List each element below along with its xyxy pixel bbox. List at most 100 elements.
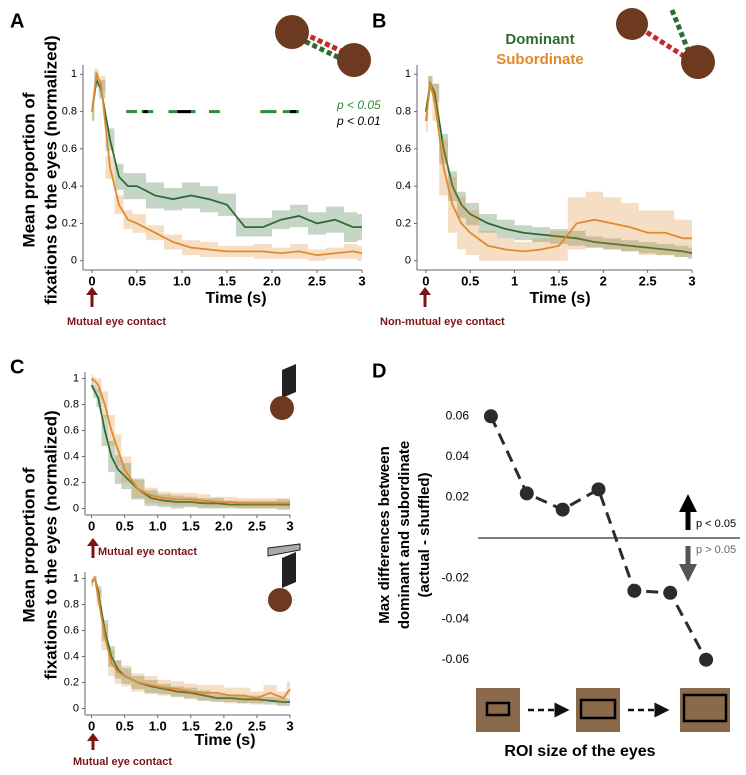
error-band — [425, 109, 429, 133]
error-band — [121, 456, 132, 483]
y-tick-label: 1 — [405, 68, 411, 80]
annotation: Non-mutual eye contact — [380, 316, 505, 328]
annotation: Mutual eye contact — [98, 546, 197, 558]
y-tick-label: 1 — [73, 572, 79, 584]
annotation: Mutual eye contact — [67, 316, 166, 328]
y-axis-label: Mean proportion of — [19, 467, 38, 622]
x-tick-label: 0 — [88, 273, 95, 288]
y-tick-label: 0.2 — [396, 217, 411, 229]
legend-entry: Dominant — [505, 31, 574, 48]
y-tick-label: 0.2 — [62, 217, 77, 229]
icon-c2 — [267, 543, 301, 612]
y-tick-label: 0.02 — [446, 490, 470, 504]
series-line — [90, 576, 291, 700]
data-point — [699, 652, 714, 667]
up-arrowhead — [679, 494, 697, 512]
y-axis-label: Max differences between — [376, 446, 393, 624]
error-band — [432, 83, 440, 103]
x-tick-label: 1 — [511, 273, 518, 288]
annotation-arrowhead — [419, 287, 431, 295]
y-tick-label: -0.04 — [442, 611, 470, 625]
icon-c1 — [270, 364, 296, 420]
y-tick-label: 0.2 — [64, 476, 79, 488]
series-line — [91, 377, 290, 505]
y-tick-label: 0.4 — [64, 450, 79, 462]
series-line — [91, 76, 362, 229]
icon-a — [275, 15, 371, 77]
x-tick-label: 2.5 — [248, 518, 266, 533]
error-band — [98, 76, 106, 92]
x-tick-label: 1.0 — [149, 518, 167, 533]
y-tick-label: 0 — [71, 255, 77, 267]
y-tick-label: 0.8 — [396, 105, 411, 117]
x-tick-label: 3 — [286, 518, 293, 533]
y-tick-label: 0.2 — [64, 676, 79, 688]
x-tick-label: 0.5 — [461, 273, 479, 288]
annotation: Mutual eye contact — [73, 756, 172, 768]
x-tick-label: 0.5 — [128, 273, 146, 288]
series-line — [90, 384, 290, 506]
annotation-arrowhead — [86, 287, 98, 295]
x-tick-label: 1.5 — [218, 273, 236, 288]
y-axis-label: (actual - shuffled) — [416, 472, 433, 597]
x-axis-label: ROI size of the eyes — [504, 743, 655, 760]
error-band — [465, 202, 480, 226]
annotation: p > 0.05 — [696, 544, 736, 556]
panel-label: C — [10, 356, 24, 378]
y-tick-label: 0 — [73, 702, 79, 714]
error-band — [132, 214, 146, 233]
legend-entry: Subordinate — [496, 51, 584, 68]
series-line — [90, 576, 290, 703]
data-point — [483, 409, 498, 424]
x-tick-label: 1.5 — [182, 518, 200, 533]
error-band — [92, 102, 95, 121]
x-tick-label: 2.0 — [215, 518, 233, 533]
panel-label: D — [372, 360, 386, 382]
data-point — [627, 583, 642, 598]
y-tick-label: 0.4 — [64, 650, 79, 662]
data-point — [519, 486, 534, 501]
series-line — [91, 71, 363, 257]
annotation: p < 0.05 — [696, 518, 736, 530]
y-tick-label: -0.02 — [442, 571, 470, 585]
error-band — [132, 173, 146, 200]
data-point — [555, 502, 570, 517]
error-band — [121, 463, 132, 489]
error-band — [432, 83, 440, 121]
x-tick-label: 2 — [600, 273, 607, 288]
y-axis-label: dominant and subordinate — [396, 441, 413, 629]
down-arrowhead — [679, 564, 697, 582]
annotation-arrowhead — [87, 733, 99, 741]
annotation-arrowhead — [87, 538, 99, 546]
error-band — [465, 210, 480, 256]
y-tick-label: 0.6 — [62, 143, 77, 155]
y-tick-label: 0.4 — [396, 180, 411, 192]
y-tick-label: 0.04 — [446, 449, 470, 463]
y-tick-label: 0.6 — [396, 143, 411, 155]
y-tick-label: 0.6 — [64, 424, 79, 436]
x-axis-label: Time (s) — [194, 732, 255, 749]
roi-images — [476, 688, 730, 732]
y-tick-label: 0.4 — [62, 180, 77, 192]
data-point — [663, 585, 678, 600]
y-tick-label: 0.8 — [64, 398, 79, 410]
x-tick-label: 2.0 — [263, 273, 281, 288]
panel-label: A — [10, 10, 24, 32]
x-tick-label: 2.5 — [248, 718, 266, 733]
series-line — [424, 80, 693, 255]
x-tick-label: 2.5 — [639, 273, 657, 288]
y-axis-label: fixations to the eyes (normalized) — [41, 410, 60, 679]
panel-label: B — [372, 10, 386, 32]
x-tick-label: 1.0 — [173, 273, 191, 288]
data-point — [591, 482, 606, 497]
x-tick-label: 3 — [358, 273, 365, 288]
series-line — [424, 83, 692, 253]
y-tick-label: 0 — [405, 255, 411, 267]
x-tick-label: 3 — [286, 718, 293, 733]
significance-legend: p < 0.01 — [336, 114, 381, 128]
x-tick-label: 0 — [88, 718, 95, 733]
x-tick-label: 0 — [88, 518, 95, 533]
x-tick-label: 1.0 — [149, 718, 167, 733]
x-tick-label: 3 — [688, 273, 695, 288]
y-tick-label: 1 — [71, 68, 77, 80]
